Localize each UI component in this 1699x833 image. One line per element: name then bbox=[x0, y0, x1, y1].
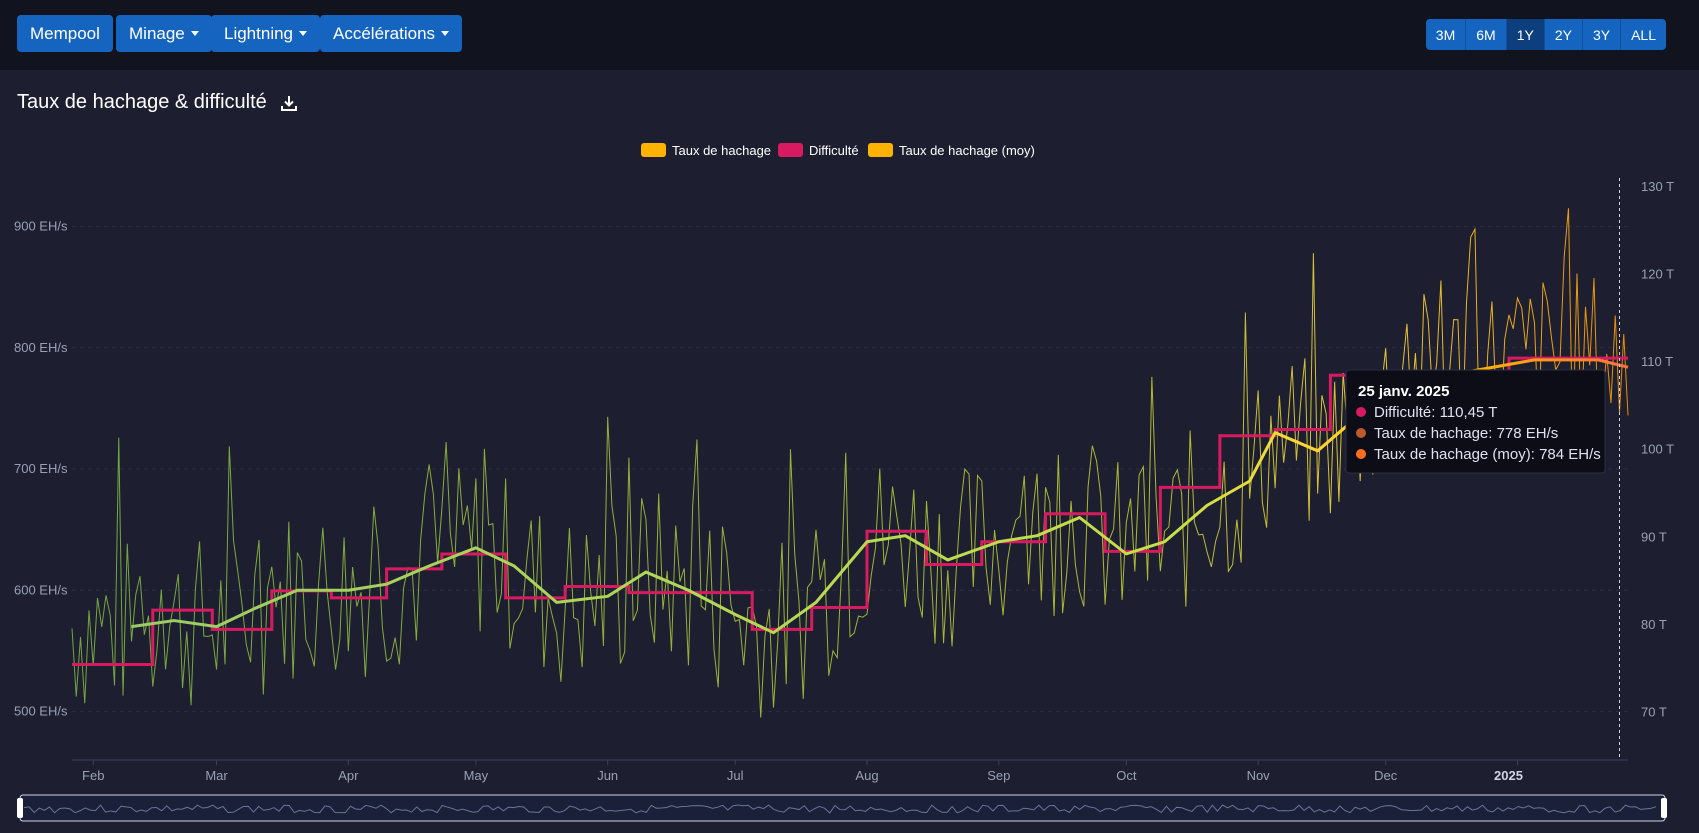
tooltip-marker bbox=[1356, 407, 1366, 417]
legend-label: Difficulté bbox=[809, 143, 859, 158]
y-right-tick-label: 90 T bbox=[1641, 529, 1667, 544]
y-left-tick-label: 500 EH/s bbox=[14, 704, 68, 719]
page-title-row: Taux de hachage & difficulté bbox=[17, 91, 299, 114]
legend-swatch[interactable] bbox=[868, 143, 893, 157]
caret-down-icon bbox=[441, 31, 450, 36]
range-1y-button[interactable]: 1Y bbox=[1506, 19, 1545, 50]
navigator-line bbox=[23, 804, 1657, 814]
range-6m-button[interactable]: 6M bbox=[1466, 19, 1507, 50]
page-title: Taux de hachage & difficulté bbox=[17, 91, 267, 113]
nav-mempool-label: Mempool bbox=[30, 23, 100, 43]
range-3y-button[interactable]: 3Y bbox=[1582, 19, 1622, 50]
nav-lightning-button[interactable]: Lightning bbox=[211, 15, 321, 52]
x-tick-label: Oct bbox=[1116, 768, 1137, 783]
caret-down-icon bbox=[299, 31, 308, 36]
hashrate-avg-line bbox=[131, 358, 1629, 635]
range-3m-button[interactable]: 3M bbox=[1425, 19, 1467, 50]
nav-minage-label: Minage bbox=[129, 23, 185, 43]
x-tick-label: Nov bbox=[1247, 768, 1271, 783]
y-left-tick-label: 900 EH/s bbox=[14, 219, 68, 234]
tooltip-item: Taux de hachage: 778 EH/s bbox=[1374, 425, 1558, 442]
x-tick-label: Apr bbox=[338, 768, 359, 783]
legend-swatch[interactable] bbox=[641, 143, 666, 157]
y-left-tick-label: 600 EH/s bbox=[14, 582, 68, 597]
range-all-button[interactable]: ALL bbox=[1621, 19, 1666, 50]
caret-down-icon bbox=[190, 31, 199, 36]
y-right-tick-label: 80 T bbox=[1641, 617, 1667, 632]
legend-swatch[interactable] bbox=[778, 143, 803, 157]
x-tick-label: Aug bbox=[855, 768, 878, 783]
tooltip-date: 25 janv. 2025 bbox=[1358, 383, 1449, 400]
y-right-tick-label: 120 T bbox=[1641, 266, 1674, 281]
legend-label: Taux de hachage bbox=[672, 143, 771, 158]
y-right-tick-label: 70 T bbox=[1641, 705, 1667, 720]
tooltip-item: Difficulté: 110,45 T bbox=[1374, 404, 1497, 421]
range-navigator[interactable] bbox=[19, 794, 1666, 822]
x-tick-label: Jun bbox=[597, 768, 618, 783]
navigator-right-handle[interactable] bbox=[1661, 798, 1667, 818]
y-left-tick-label: 700 EH/s bbox=[14, 461, 68, 476]
y-right-tick-label: 130 T bbox=[1641, 179, 1674, 194]
navigator-left-handle[interactable] bbox=[17, 798, 23, 818]
nav-mempool-button[interactable]: Mempool bbox=[17, 15, 113, 52]
range-2y-button[interactable]: 2Y bbox=[1544, 19, 1583, 50]
x-tick-label: May bbox=[464, 768, 489, 783]
range-selector: 3M 6M 1Y 2Y 3Y ALL bbox=[1425, 19, 1666, 50]
x-tick-label: Dec bbox=[1374, 768, 1398, 783]
tooltip-item: Taux de hachage (moy): 784 EH/s bbox=[1374, 446, 1601, 463]
x-tick-label: Sep bbox=[987, 768, 1010, 783]
download-icon[interactable] bbox=[279, 93, 299, 113]
nav-accelerations-button[interactable]: Accélérations bbox=[320, 15, 463, 52]
nav-lightning-label: Lightning bbox=[224, 23, 294, 43]
nav-minage-button[interactable]: Minage bbox=[116, 15, 212, 52]
tooltip-box bbox=[1345, 369, 1606, 474]
y-left-tick-label: 800 EH/s bbox=[14, 340, 68, 355]
x-tick-label: Feb bbox=[82, 768, 104, 783]
x-tick-label: Mar bbox=[205, 768, 228, 783]
difficulty-line bbox=[72, 356, 1628, 666]
legend-label: Taux de hachage (moy) bbox=[899, 143, 1035, 158]
tooltip-marker bbox=[1356, 449, 1366, 459]
y-right-tick-label: 100 T bbox=[1641, 442, 1674, 457]
tooltip-marker bbox=[1356, 428, 1366, 438]
y-right-tick-label: 110 T bbox=[1641, 354, 1673, 369]
x-tick-label: Jul bbox=[727, 768, 744, 783]
nav-accelerations-label: Accélérations bbox=[333, 23, 436, 43]
x-tick-label: 2025 bbox=[1494, 768, 1523, 783]
